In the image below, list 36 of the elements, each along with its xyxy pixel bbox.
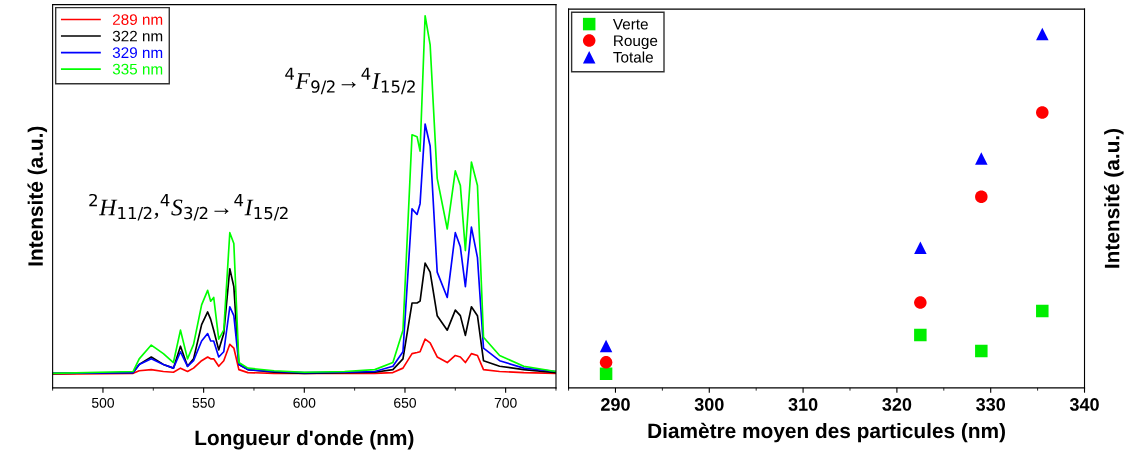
legend-label: Rouge [614, 35, 658, 50]
point [1036, 27, 1049, 41]
x-tick-label: 650 [394, 397, 417, 408]
x-tick-label: 330 [976, 398, 1006, 411]
x-tick-label: 550 [192, 397, 215, 408]
point [975, 190, 988, 203]
legend-label: 289 nm [112, 14, 163, 25]
text: $^{2}$H$_{11/2}$,$^{4}$S$_{3/2}$→$^{4}$I$_{15/2}$ [89, 193, 288, 221]
x-tick-label: 340 [1069, 398, 1099, 411]
point [914, 296, 927, 309]
x-tick-label: 310 [788, 398, 818, 411]
point [1036, 106, 1049, 119]
legend-label: 335 nm [112, 63, 163, 75]
x-tick-label: 300 [694, 398, 724, 411]
x-tick-label: 700 [494, 397, 517, 408]
point [599, 339, 613, 353]
annotation: $^{4}$F$_{9/2}$→$^{4}$I$_{15/2}$ [285, 67, 415, 95]
legend-label: Verte [612, 18, 648, 30]
point [914, 241, 927, 254]
point [1036, 304, 1049, 318]
x-tick-label: 600 [293, 397, 316, 408]
x-tick-label: 290 [601, 398, 630, 411]
legend-label: Totale [613, 51, 653, 63]
x-tick-label: 500 [91, 397, 114, 408]
point [599, 367, 613, 380]
x-axis-title: Longueur d'onde (nm) [195, 429, 414, 450]
y-axis-title: Intensité (a.u.) [1103, 128, 1124, 268]
point [599, 356, 613, 369]
point [914, 328, 927, 342]
x-axis-title: Diamètre moyen des particules (nm) [648, 422, 1005, 443]
y-axis-title: Intensité (a.u.) [27, 126, 48, 266]
x-tick-label: 320 [882, 398, 912, 411]
legend-label: 329 nm [112, 47, 163, 59]
point [975, 344, 988, 358]
point [975, 152, 988, 165]
legend-label: 322 nm [112, 30, 163, 42]
